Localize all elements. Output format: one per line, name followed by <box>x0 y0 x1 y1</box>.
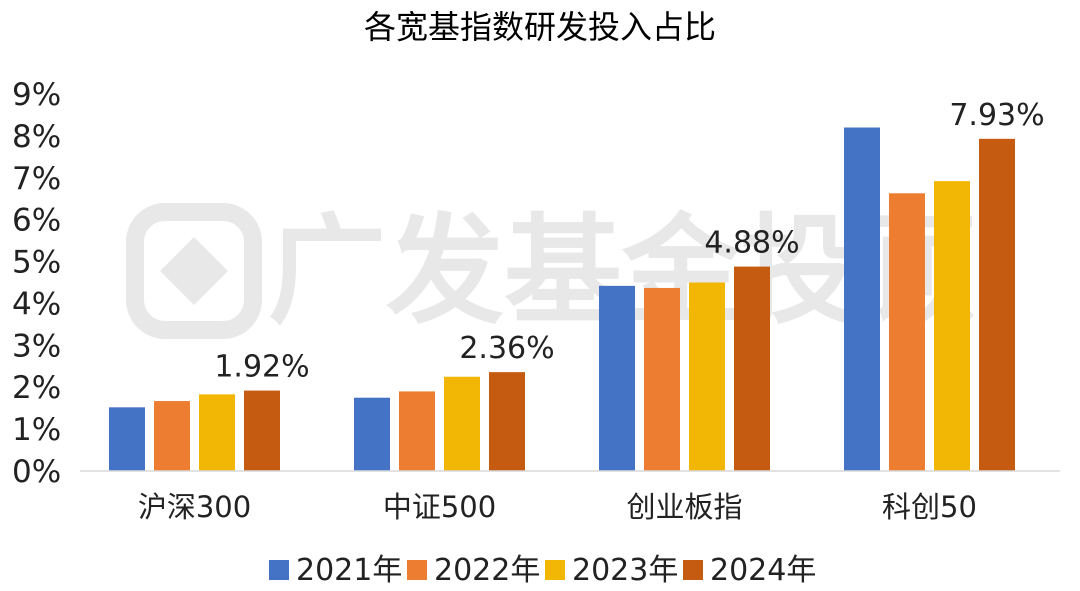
bar <box>354 397 390 471</box>
data-label: 1.92% <box>214 350 309 385</box>
legend: 2021年 2022年 2023年 2024年 <box>269 553 816 588</box>
bar <box>244 390 280 471</box>
bar <box>934 181 970 471</box>
x-axis: 沪深300 中证500 创业板指 科创50 <box>138 490 977 524</box>
bar <box>889 193 925 471</box>
data-label: 7.93% <box>949 98 1044 133</box>
y-tick-label: 4% <box>12 286 61 322</box>
watermark-logo-icon <box>126 203 262 339</box>
bar <box>979 138 1015 471</box>
bar <box>489 372 525 471</box>
bar <box>109 407 145 471</box>
bar <box>689 282 725 471</box>
x-tick-label: 中证500 <box>383 490 496 524</box>
data-label: 4.88% <box>704 226 799 261</box>
x-tick-label: 科创50 <box>882 490 977 524</box>
legend-swatch <box>407 560 427 580</box>
x-tick-label: 创业板指 <box>626 490 742 524</box>
y-tick-label: 6% <box>12 203 61 239</box>
bar <box>444 376 480 471</box>
bar <box>644 287 680 471</box>
y-tick-label: 8% <box>12 119 61 155</box>
legend-label: 2021年 <box>296 553 402 588</box>
y-tick-label: 7% <box>12 161 61 197</box>
bar <box>599 285 635 471</box>
legend-label: 2022年 <box>434 553 540 588</box>
data-label: 2.36% <box>459 331 554 366</box>
legend-swatch <box>683 560 703 580</box>
y-tick-label: 0% <box>12 454 61 490</box>
bar <box>844 127 880 471</box>
x-tick-label: 沪深300 <box>138 490 251 524</box>
bar <box>399 391 435 471</box>
legend-swatch <box>269 560 289 580</box>
y-tick-label: 2% <box>12 370 61 406</box>
y-axis: 0% 1% 2% 3% 4% 5% 6% 7% 8% 9% <box>12 77 61 490</box>
bar <box>199 394 235 471</box>
y-tick-label: 9% <box>12 77 61 113</box>
y-tick-label: 5% <box>12 245 61 281</box>
y-tick-label: 1% <box>12 412 61 448</box>
legend-label: 2023年 <box>572 553 678 588</box>
legend-swatch <box>545 560 565 580</box>
bar <box>734 266 770 471</box>
bars <box>109 127 1015 471</box>
bar <box>154 401 190 471</box>
legend-label: 2024年 <box>710 553 816 588</box>
chart-title: 各宽基指数研发投入占比 <box>364 8 716 46</box>
data-labels: 1.92% 2.36% 4.88% 7.93% <box>214 98 1044 385</box>
y-tick-label: 3% <box>12 328 61 364</box>
